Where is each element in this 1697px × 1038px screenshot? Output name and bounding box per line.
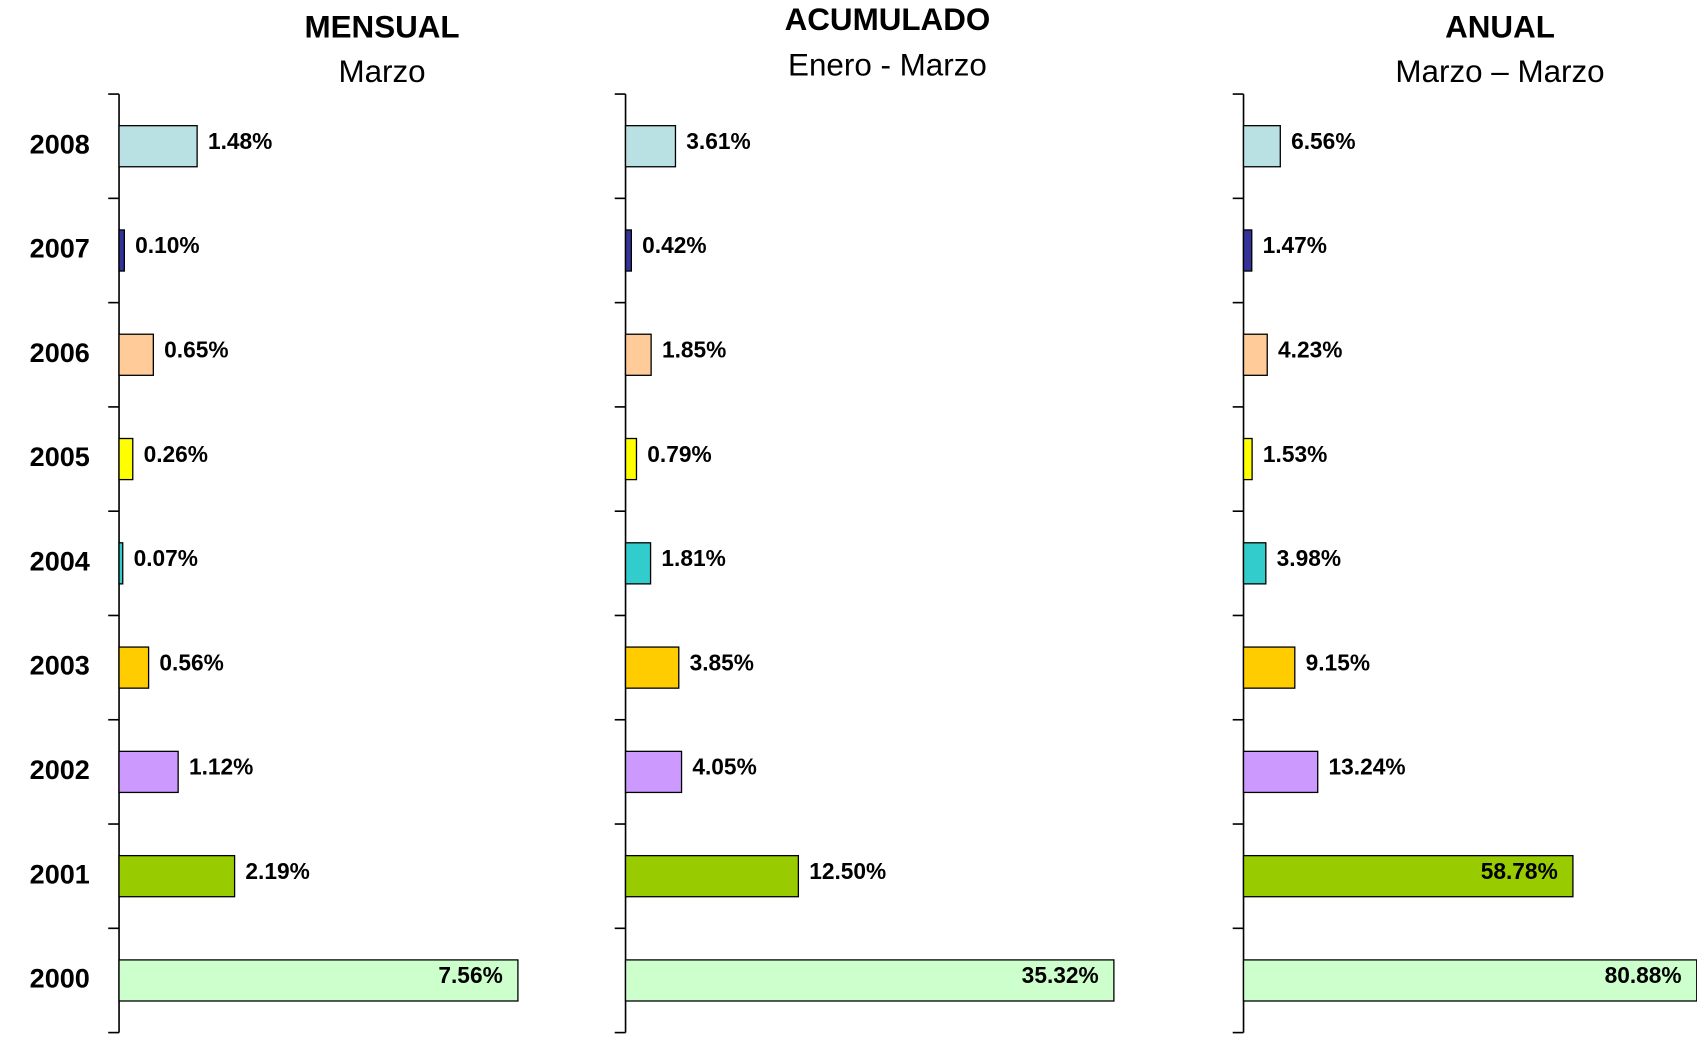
bar [118, 646, 150, 689]
value-label: 13.24% [1329, 754, 1406, 780]
value-label: 3.85% [690, 649, 754, 675]
value-label: 80.88% [1605, 962, 1682, 988]
bar [624, 542, 652, 585]
bar [118, 959, 519, 1002]
y-tick-label: 2002 [30, 755, 90, 785]
value-label: 1.81% [661, 545, 725, 571]
value-label: 9.15% [1306, 649, 1370, 675]
value-label: 1.48% [208, 128, 272, 154]
y-tick-label: 2007 [30, 234, 90, 264]
y-tick-label: 2004 [30, 546, 90, 576]
bar [118, 125, 198, 168]
value-label: 1.53% [1263, 441, 1327, 467]
panel-subtitle: Marzo – Marzo [1395, 54, 1604, 89]
panel-subtitle: Enero - Marzo [788, 47, 987, 82]
value-label: 0.07% [134, 545, 198, 571]
panel-title: ANUAL [1445, 9, 1555, 44]
bar [1242, 646, 1296, 689]
bar [624, 229, 633, 272]
bar [118, 854, 236, 898]
bar [1242, 125, 1281, 168]
bar [118, 542, 124, 585]
value-label: 0.79% [647, 441, 711, 467]
bar [624, 125, 677, 168]
value-label: 0.65% [164, 337, 228, 363]
bar [624, 750, 683, 794]
value-label: 1.47% [1263, 232, 1327, 258]
value-label: 0.10% [135, 232, 199, 258]
bar [1242, 854, 1574, 898]
y-tick-label: 2008 [30, 129, 90, 159]
bar [1242, 333, 1268, 376]
panel-title: ACUMULADO [785, 2, 991, 37]
bar [1242, 229, 1253, 272]
bar [624, 854, 800, 898]
value-label: 4.05% [692, 754, 756, 780]
y-tick-label: 2001 [30, 859, 90, 889]
y-tick-label: 2005 [30, 442, 90, 472]
value-label: 1.85% [662, 337, 726, 363]
bar [624, 646, 680, 689]
bar [624, 959, 1115, 1002]
bar [118, 750, 179, 794]
value-label: 0.26% [144, 441, 208, 467]
bar [624, 437, 638, 481]
value-label: 35.32% [1022, 962, 1099, 988]
value-label: 3.98% [1277, 545, 1341, 571]
bar [624, 333, 652, 376]
value-label: 3.61% [686, 128, 750, 154]
value-label: 7.56% [438, 962, 502, 988]
bar [118, 437, 134, 481]
bar [118, 333, 154, 376]
value-label: 12.50% [809, 858, 886, 884]
value-label: 4.23% [1278, 337, 1342, 363]
panel-subtitle: Marzo [338, 54, 425, 89]
bar [1242, 542, 1267, 585]
bar [118, 229, 125, 272]
bar [1242, 750, 1319, 794]
panel-title: MENSUAL [304, 9, 459, 44]
y-tick-label: 2006 [30, 338, 90, 368]
value-label: 0.56% [159, 649, 223, 675]
value-label: 1.12% [189, 754, 253, 780]
value-label: 58.78% [1481, 858, 1558, 884]
value-label: 0.42% [642, 232, 706, 258]
y-tick-label: 2003 [30, 651, 90, 681]
y-tick-label: 2000 [30, 964, 90, 994]
bar [1242, 437, 1253, 481]
value-label: 2.19% [245, 858, 309, 884]
value-label: 6.56% [1291, 128, 1355, 154]
